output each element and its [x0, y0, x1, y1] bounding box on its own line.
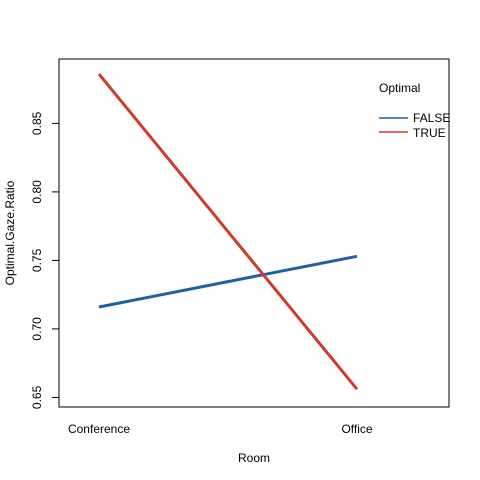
- y-tick-label: 0.85: [30, 111, 44, 135]
- legend-title: Optimal: [379, 81, 420, 95]
- x-axis-label: Room: [238, 451, 270, 465]
- y-axis-label: Optimal.Gaze.Ratio: [3, 180, 17, 285]
- legend: Optimal FALSE TRUE: [379, 81, 450, 140]
- x-tick-label: Conference: [68, 422, 130, 436]
- y-tick-label: 0.65: [30, 385, 44, 409]
- x-tick-label: Office: [341, 422, 372, 436]
- plot-box: [58, 58, 450, 408]
- y-tick-label: 0.75: [30, 248, 44, 272]
- legend-label-true: TRUE: [413, 126, 446, 140]
- x-axis: Conference Office: [68, 422, 373, 436]
- series-layer: [97, 73, 359, 391]
- y-tick-label: 0.80: [30, 180, 44, 204]
- legend-label-false: FALSE: [413, 111, 450, 125]
- series-line-false: [98, 254, 358, 309]
- y-axis: 0.65 0.70 0.75 0.80 0.85: [30, 111, 60, 409]
- series-line-true: [97, 73, 359, 391]
- y-tick-label: 0.70: [30, 317, 44, 341]
